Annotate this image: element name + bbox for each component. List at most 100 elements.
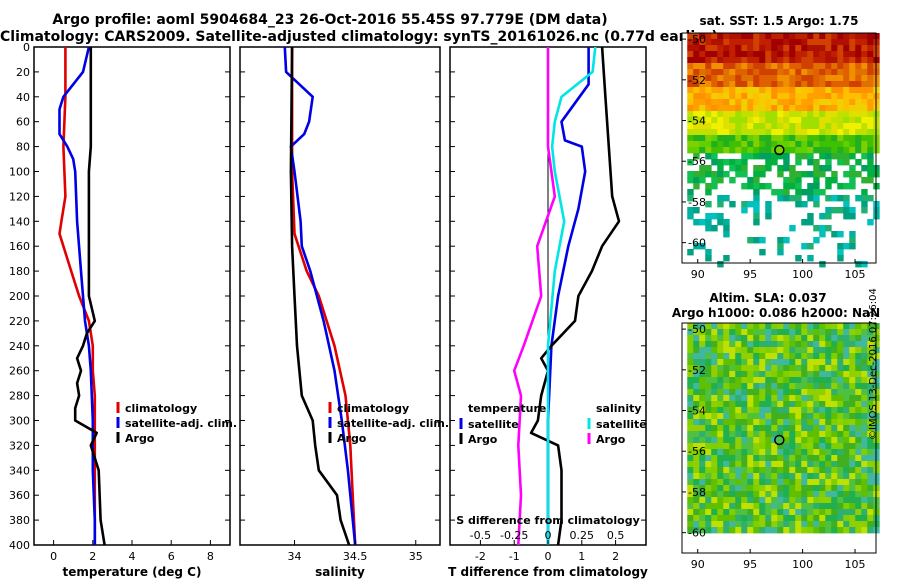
map-cell [861,401,868,408]
map-cell [729,111,736,118]
x-tick-label: 4 [129,550,136,563]
map-cell [699,165,706,172]
map-cell [777,347,784,354]
map-cell [795,371,802,378]
map-cell [771,383,778,390]
map-cell [765,33,772,40]
map-cell [783,503,790,510]
map-cell [693,365,700,372]
map-cell [693,329,700,336]
map-cell [807,63,814,70]
map-cell [831,63,838,70]
map-cell [699,449,706,456]
map-cell [795,413,802,420]
map-cell [825,461,832,468]
map-cell [747,479,754,486]
map-cell [849,437,856,444]
map-cell [807,111,814,118]
map-cell [687,147,694,154]
map-cell [825,407,832,414]
map-cell [789,347,796,354]
map-cell [801,455,808,462]
map-cell [795,147,802,154]
map-cell [795,341,802,348]
map-cell [813,51,820,58]
map-cell [723,33,730,40]
map-cell [777,189,784,196]
map-cell [861,69,868,76]
map-cell [855,389,862,396]
map-cell [723,521,730,528]
map-cell [735,407,742,414]
map-cell [699,39,706,46]
map-cell [753,39,760,46]
map-cell [753,491,760,498]
map-cell [747,87,754,94]
map-cell [843,335,850,342]
map-cell [831,329,838,336]
map-y-tick-label: -54 [688,405,706,418]
map-cell [693,497,700,504]
map-cell [753,123,760,130]
map-cell [711,81,718,88]
map-cell [867,401,874,408]
map-cell [771,87,778,94]
map-cell [747,389,754,396]
x-tick-label: -2 [475,550,486,563]
map-cell [741,165,748,172]
map-cell [831,353,838,360]
map-cell [789,129,796,136]
map-cell [831,473,838,480]
map-cell [759,407,766,414]
map-cell [753,69,760,76]
map-cell [771,497,778,504]
map-cell [795,455,802,462]
map-cell [753,431,760,438]
map-cell [807,485,814,492]
map-cell [777,63,784,70]
map-cell [795,401,802,408]
map-cell [735,455,742,462]
map-cell [861,117,868,124]
map-cell [867,335,874,342]
map-cell [705,521,712,528]
map-cell [825,87,832,94]
map-cell [699,491,706,498]
map-cell [699,509,706,516]
map-cell [765,39,772,46]
map-cell [819,105,826,112]
map-cell [837,93,844,100]
map-cell [687,171,694,178]
map-y-tick-label: -50 [688,33,706,46]
map-cell [807,105,814,112]
map-cell [795,395,802,402]
map-cell [735,123,742,130]
map-cell [777,383,784,390]
map-cell [735,171,742,178]
map-cell [753,141,760,148]
map-cell [849,237,856,244]
map-cell [765,123,772,130]
map-cell [861,347,868,354]
map-cell [717,213,724,220]
map-cell [783,39,790,46]
map-cell [765,99,772,106]
map-cell [735,515,742,522]
map-cell [687,33,694,40]
y-tick-label: 200 [9,290,30,303]
map-cell [831,413,838,420]
map-cell [855,329,862,336]
map-cell [849,153,856,160]
map-cell [729,87,736,94]
map-cell [717,201,724,208]
map-cell [867,515,874,522]
map-cell [831,389,838,396]
map-cell [825,353,832,360]
map-cell [765,359,772,366]
map-cell [747,377,754,384]
map-cell [705,491,712,498]
map-cell [765,485,772,492]
map-cell [783,105,790,112]
map-cell [861,353,868,360]
map-cell [783,365,790,372]
